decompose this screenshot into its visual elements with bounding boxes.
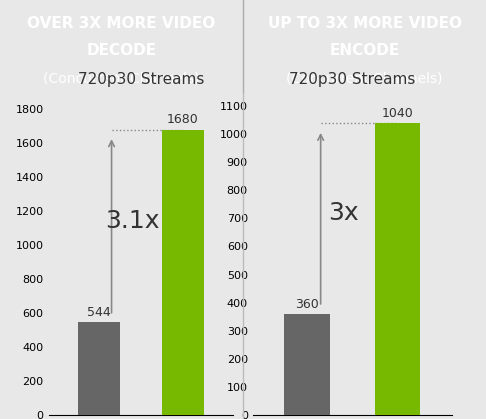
Text: (Concurrent Channels): (Concurrent Channels) <box>286 71 443 85</box>
Title: 720p30 Streams: 720p30 Streams <box>78 72 204 87</box>
Text: 1680: 1680 <box>167 113 199 126</box>
Bar <box>162 129 204 415</box>
Text: ENCODE: ENCODE <box>330 43 399 58</box>
Text: 544: 544 <box>87 306 111 319</box>
Text: OVER 3X MORE VIDEO: OVER 3X MORE VIDEO <box>27 16 216 31</box>
Text: 3x: 3x <box>328 201 359 225</box>
Text: 3.1x: 3.1x <box>105 209 160 233</box>
Text: (Concurrent Channels): (Concurrent Channels) <box>43 71 200 85</box>
Title: 720p30 Streams: 720p30 Streams <box>289 72 416 87</box>
Bar <box>375 123 420 415</box>
Text: 1040: 1040 <box>382 107 414 120</box>
Text: DECODE: DECODE <box>87 43 156 58</box>
Text: UP TO 3X MORE VIDEO: UP TO 3X MORE VIDEO <box>267 16 462 31</box>
Bar <box>284 314 330 415</box>
Bar <box>78 323 120 415</box>
Text: 360: 360 <box>295 298 319 311</box>
